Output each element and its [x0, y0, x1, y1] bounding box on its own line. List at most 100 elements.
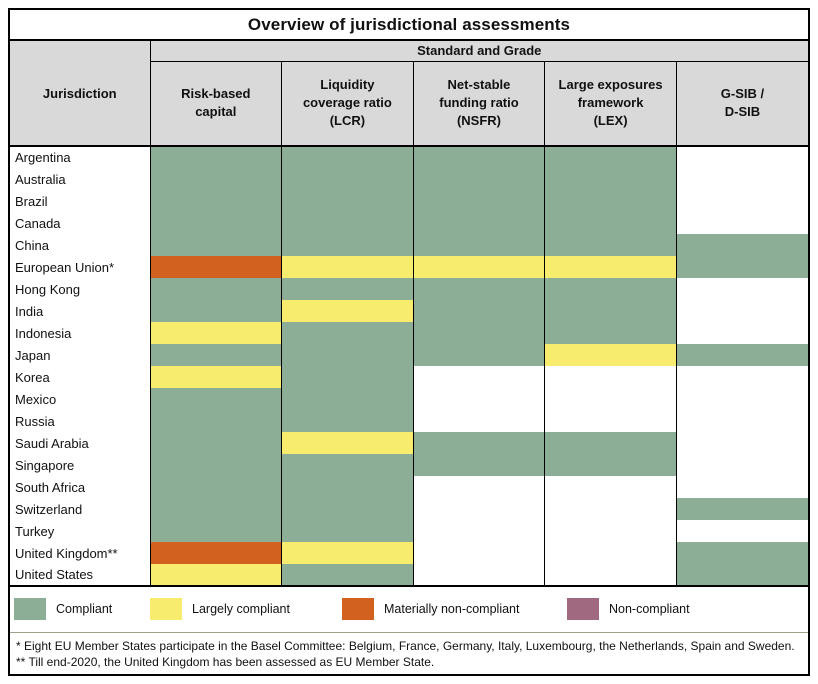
- grade-cell: [544, 190, 677, 212]
- grade-cell: [412, 454, 546, 476]
- grade-cell: [149, 344, 283, 366]
- assessment-report: Overview of jurisdictional assessments J…: [8, 8, 810, 676]
- table-row: Turkey: [10, 520, 808, 542]
- grade-cell: [281, 300, 414, 322]
- grade-cell: [281, 498, 414, 520]
- jurisdiction-label: Canada: [10, 212, 151, 234]
- grade-cell: [281, 344, 414, 366]
- grade-cell: [149, 542, 283, 564]
- jurisdiction-label: Russia: [10, 410, 151, 432]
- grade-cell-empty: [675, 300, 808, 322]
- legend-item-materially-non-compliant: Materially non-compliant: [342, 598, 519, 620]
- jurisdiction-label: India: [10, 300, 151, 322]
- grade-cell: [412, 344, 546, 366]
- grade-cell: [544, 344, 677, 366]
- grade-cell-empty: [675, 278, 808, 300]
- column-header-lex: Large exposures framework (LEX): [544, 60, 677, 147]
- table-row: Switzerland: [10, 498, 808, 520]
- table-row: South Africa: [10, 476, 808, 498]
- jurisdiction-label: Turkey: [10, 520, 151, 542]
- grade-cell-empty: [544, 564, 677, 587]
- table-row: Japan: [10, 344, 808, 366]
- jurisdiction-label: South Africa: [10, 476, 151, 498]
- grade-cell: [281, 366, 414, 388]
- jurisdiction-label: Australia: [10, 168, 151, 190]
- grade-cell: [412, 146, 546, 168]
- materially-non-compliant-color-swatch: [342, 598, 374, 620]
- grade-cell: [149, 300, 283, 322]
- grade-cell-empty: [544, 366, 677, 388]
- grade-cell: [412, 168, 546, 190]
- grade-cell-empty: [675, 410, 808, 432]
- grade-cell: [412, 432, 546, 454]
- grade-cell-empty: [675, 168, 808, 190]
- legend-label: Non-compliant: [609, 602, 690, 616]
- legend-label: Compliant: [56, 602, 113, 616]
- grade-cell: [149, 432, 283, 454]
- jurisdiction-label: European Union*: [10, 256, 151, 278]
- column-header-risk-based-capital: Risk-based capital: [150, 60, 283, 147]
- footnote-eu-members: * Eight EU Member States participate in …: [16, 639, 795, 653]
- grade-cell-empty: [675, 322, 808, 344]
- column-header-lcr: Liquidity coverage ratio (LCR): [281, 60, 414, 147]
- grade-cell: [675, 256, 808, 278]
- grade-cell: [281, 256, 414, 278]
- table-row: Brazil: [10, 190, 808, 212]
- grade-cell: [675, 234, 808, 256]
- grade-cell: [281, 146, 414, 168]
- jurisdiction-label: Japan: [10, 344, 151, 366]
- legend-item-non-compliant: Non-compliant: [567, 598, 690, 620]
- grade-cell: [544, 432, 677, 454]
- compliant-color-swatch: [14, 598, 46, 620]
- footnotes: * Eight EU Member States participate in …: [10, 632, 808, 670]
- grade-cell: [149, 454, 283, 476]
- grade-cell: [281, 388, 414, 410]
- table-row: European Union*: [10, 256, 808, 278]
- grade-cell-empty: [675, 432, 808, 454]
- table-row: United States: [10, 564, 808, 587]
- jurisdiction-label: United Kingdom**: [10, 542, 151, 564]
- grade-cell: [544, 322, 677, 344]
- jurisdiction-label: United States: [10, 564, 151, 587]
- grade-cell: [675, 542, 808, 564]
- column-header-jurisdiction: Jurisdiction: [10, 41, 151, 147]
- grade-cell: [281, 234, 414, 256]
- grade-cell: [412, 322, 546, 344]
- grade-cell-empty: [412, 564, 546, 587]
- table-row: Hong Kong: [10, 278, 808, 300]
- grade-cell-empty: [544, 520, 677, 542]
- grade-cell-empty: [412, 388, 546, 410]
- grade-cell-empty: [675, 388, 808, 410]
- grade-cell: [149, 234, 283, 256]
- grade-cell: [149, 498, 283, 520]
- table-row: India: [10, 300, 808, 322]
- jurisdiction-label: Saudi Arabia: [10, 432, 151, 454]
- grade-cell: [281, 212, 414, 234]
- table-header: Jurisdiction Standard and Grade Risk-bas…: [10, 41, 808, 147]
- grade-cell: [412, 190, 546, 212]
- grade-cell-empty: [544, 388, 677, 410]
- grade-cell: [149, 366, 283, 388]
- jurisdiction-label: Korea: [10, 366, 151, 388]
- legend-label: Largely compliant: [192, 602, 290, 616]
- grade-cell: [281, 410, 414, 432]
- grade-cell-empty: [544, 498, 677, 520]
- grade-cell: [149, 278, 283, 300]
- group-header-standard-and-grade: Standard and Grade: [149, 41, 808, 62]
- footnote-uk: ** Till end-2020, the United Kingdom has…: [16, 655, 435, 669]
- jurisdiction-label: Hong Kong: [10, 278, 151, 300]
- grade-cell: [281, 190, 414, 212]
- table-row: Indonesia: [10, 322, 808, 344]
- jurisdiction-label: Argentina: [10, 146, 151, 168]
- column-header-nsfr: Net-stable funding ratio (NSFR): [412, 60, 546, 147]
- grade-cell-empty: [412, 476, 546, 498]
- grade-cell: [675, 564, 808, 587]
- grade-cell: [281, 168, 414, 190]
- grade-cell: [281, 432, 414, 454]
- grade-cell: [412, 278, 546, 300]
- jurisdiction-label: Brazil: [10, 190, 151, 212]
- grade-cell: [544, 168, 677, 190]
- grade-cell: [544, 278, 677, 300]
- grade-cell: [149, 476, 283, 498]
- grade-cell-empty: [675, 146, 808, 168]
